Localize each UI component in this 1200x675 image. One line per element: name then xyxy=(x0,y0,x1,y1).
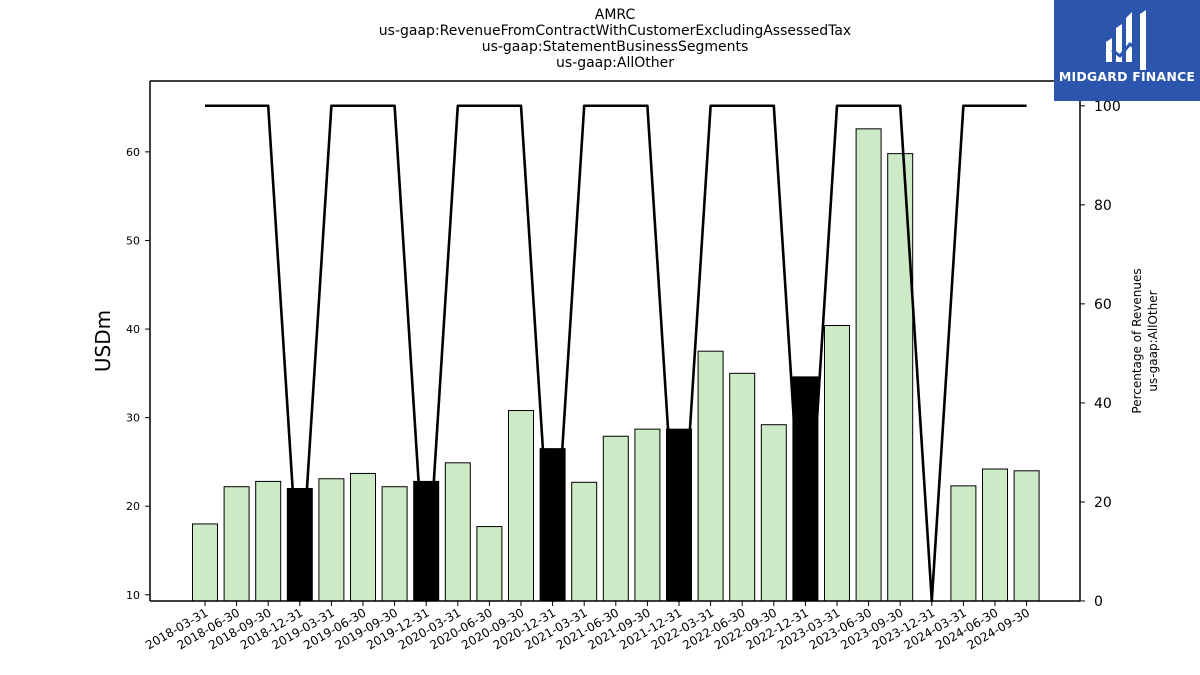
bar xyxy=(602,435,629,602)
y-tick-label: 20 xyxy=(126,500,140,513)
y-tick-label: 10 xyxy=(126,589,140,602)
chart-title-line-3: us-gaap:StatementBusinessSegments xyxy=(481,39,749,55)
bar xyxy=(792,376,819,602)
y-right-tick-label: 80 xyxy=(1094,198,1112,214)
percentage-line xyxy=(205,104,1027,603)
bar xyxy=(982,468,1008,602)
bar xyxy=(950,485,977,602)
y-right-axis-label-line-1: Percentage of Revenues xyxy=(1130,268,1144,413)
bar xyxy=(571,481,598,602)
y-right-tick-label: 20 xyxy=(1094,495,1112,511)
bar xyxy=(255,480,282,602)
bar xyxy=(350,472,376,602)
bar xyxy=(381,486,408,602)
bar xyxy=(223,486,250,602)
bar xyxy=(760,424,787,602)
y-right-axis-label-line-2: us-gaap:AllOther xyxy=(1146,290,1160,391)
chart-title-line-4: us-gaap:AllOther xyxy=(556,55,674,71)
bar xyxy=(1013,470,1040,602)
bar xyxy=(729,372,756,602)
bar xyxy=(444,462,471,602)
bar xyxy=(855,128,882,602)
bar xyxy=(318,478,345,602)
y-right-tick-label: 0 xyxy=(1094,594,1103,610)
y-tick-label: 40 xyxy=(126,323,140,336)
y-tick-label: 30 xyxy=(126,412,140,425)
bar xyxy=(192,523,218,602)
chart-title-line-1: AMRC xyxy=(594,7,636,23)
bar xyxy=(887,153,914,602)
bar xyxy=(476,526,503,602)
y-right-tick-label: 40 xyxy=(1094,396,1112,412)
bar xyxy=(634,428,661,602)
logo-text: MIDGARD FINANCE xyxy=(1058,69,1196,84)
midgard-finance-logo: MIDGARD FINANCE xyxy=(1054,0,1200,101)
y-tick-label: 50 xyxy=(126,234,140,247)
bar xyxy=(824,324,850,602)
y-axis-label: USDm xyxy=(91,310,115,372)
y-right-tick-label: 60 xyxy=(1094,297,1112,313)
bar xyxy=(697,350,724,602)
logo-mark-icon xyxy=(1106,10,1146,70)
chart-title-line-2: us-gaap:RevenueFromContractWithCustomerE… xyxy=(378,23,852,39)
y-right-tick-label: 100 xyxy=(1094,99,1121,115)
bar xyxy=(508,410,534,602)
y-tick-label: 60 xyxy=(126,146,140,159)
